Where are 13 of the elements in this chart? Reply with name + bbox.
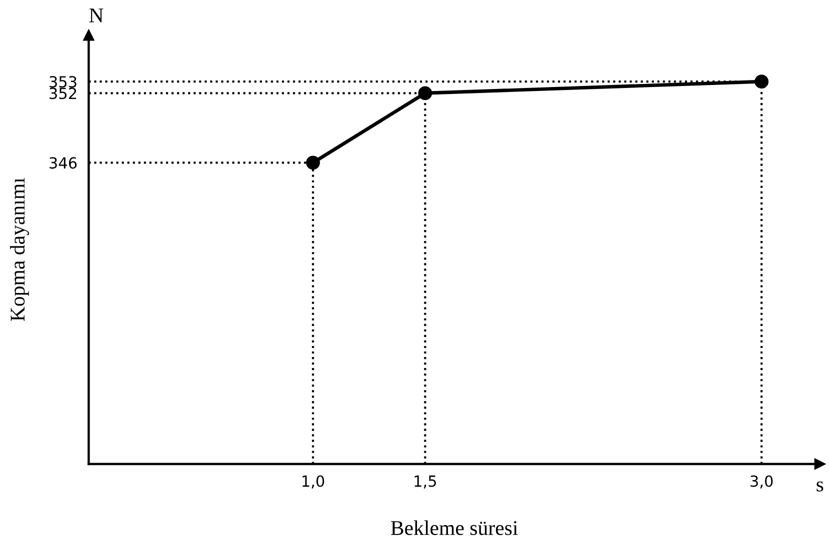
x-tick-label: 1,0	[302, 475, 324, 488]
text: s	[816, 481, 824, 492]
y-tick-label: 352	[50, 88, 76, 100]
point	[754, 74, 769, 89]
y-tick-label: 346	[50, 157, 77, 169]
x-tick-label: 1,5	[414, 476, 436, 488]
point	[306, 156, 320, 170]
y-tick-label: 353	[50, 76, 76, 88]
y-axis-title: Kopma dayanımı	[10, 178, 29, 322]
point	[418, 86, 432, 100]
x-axis-title: Bekleme süresi	[390, 520, 518, 536]
x-tick-label: 3,0	[750, 475, 773, 488]
text: N	[89, 8, 104, 22]
